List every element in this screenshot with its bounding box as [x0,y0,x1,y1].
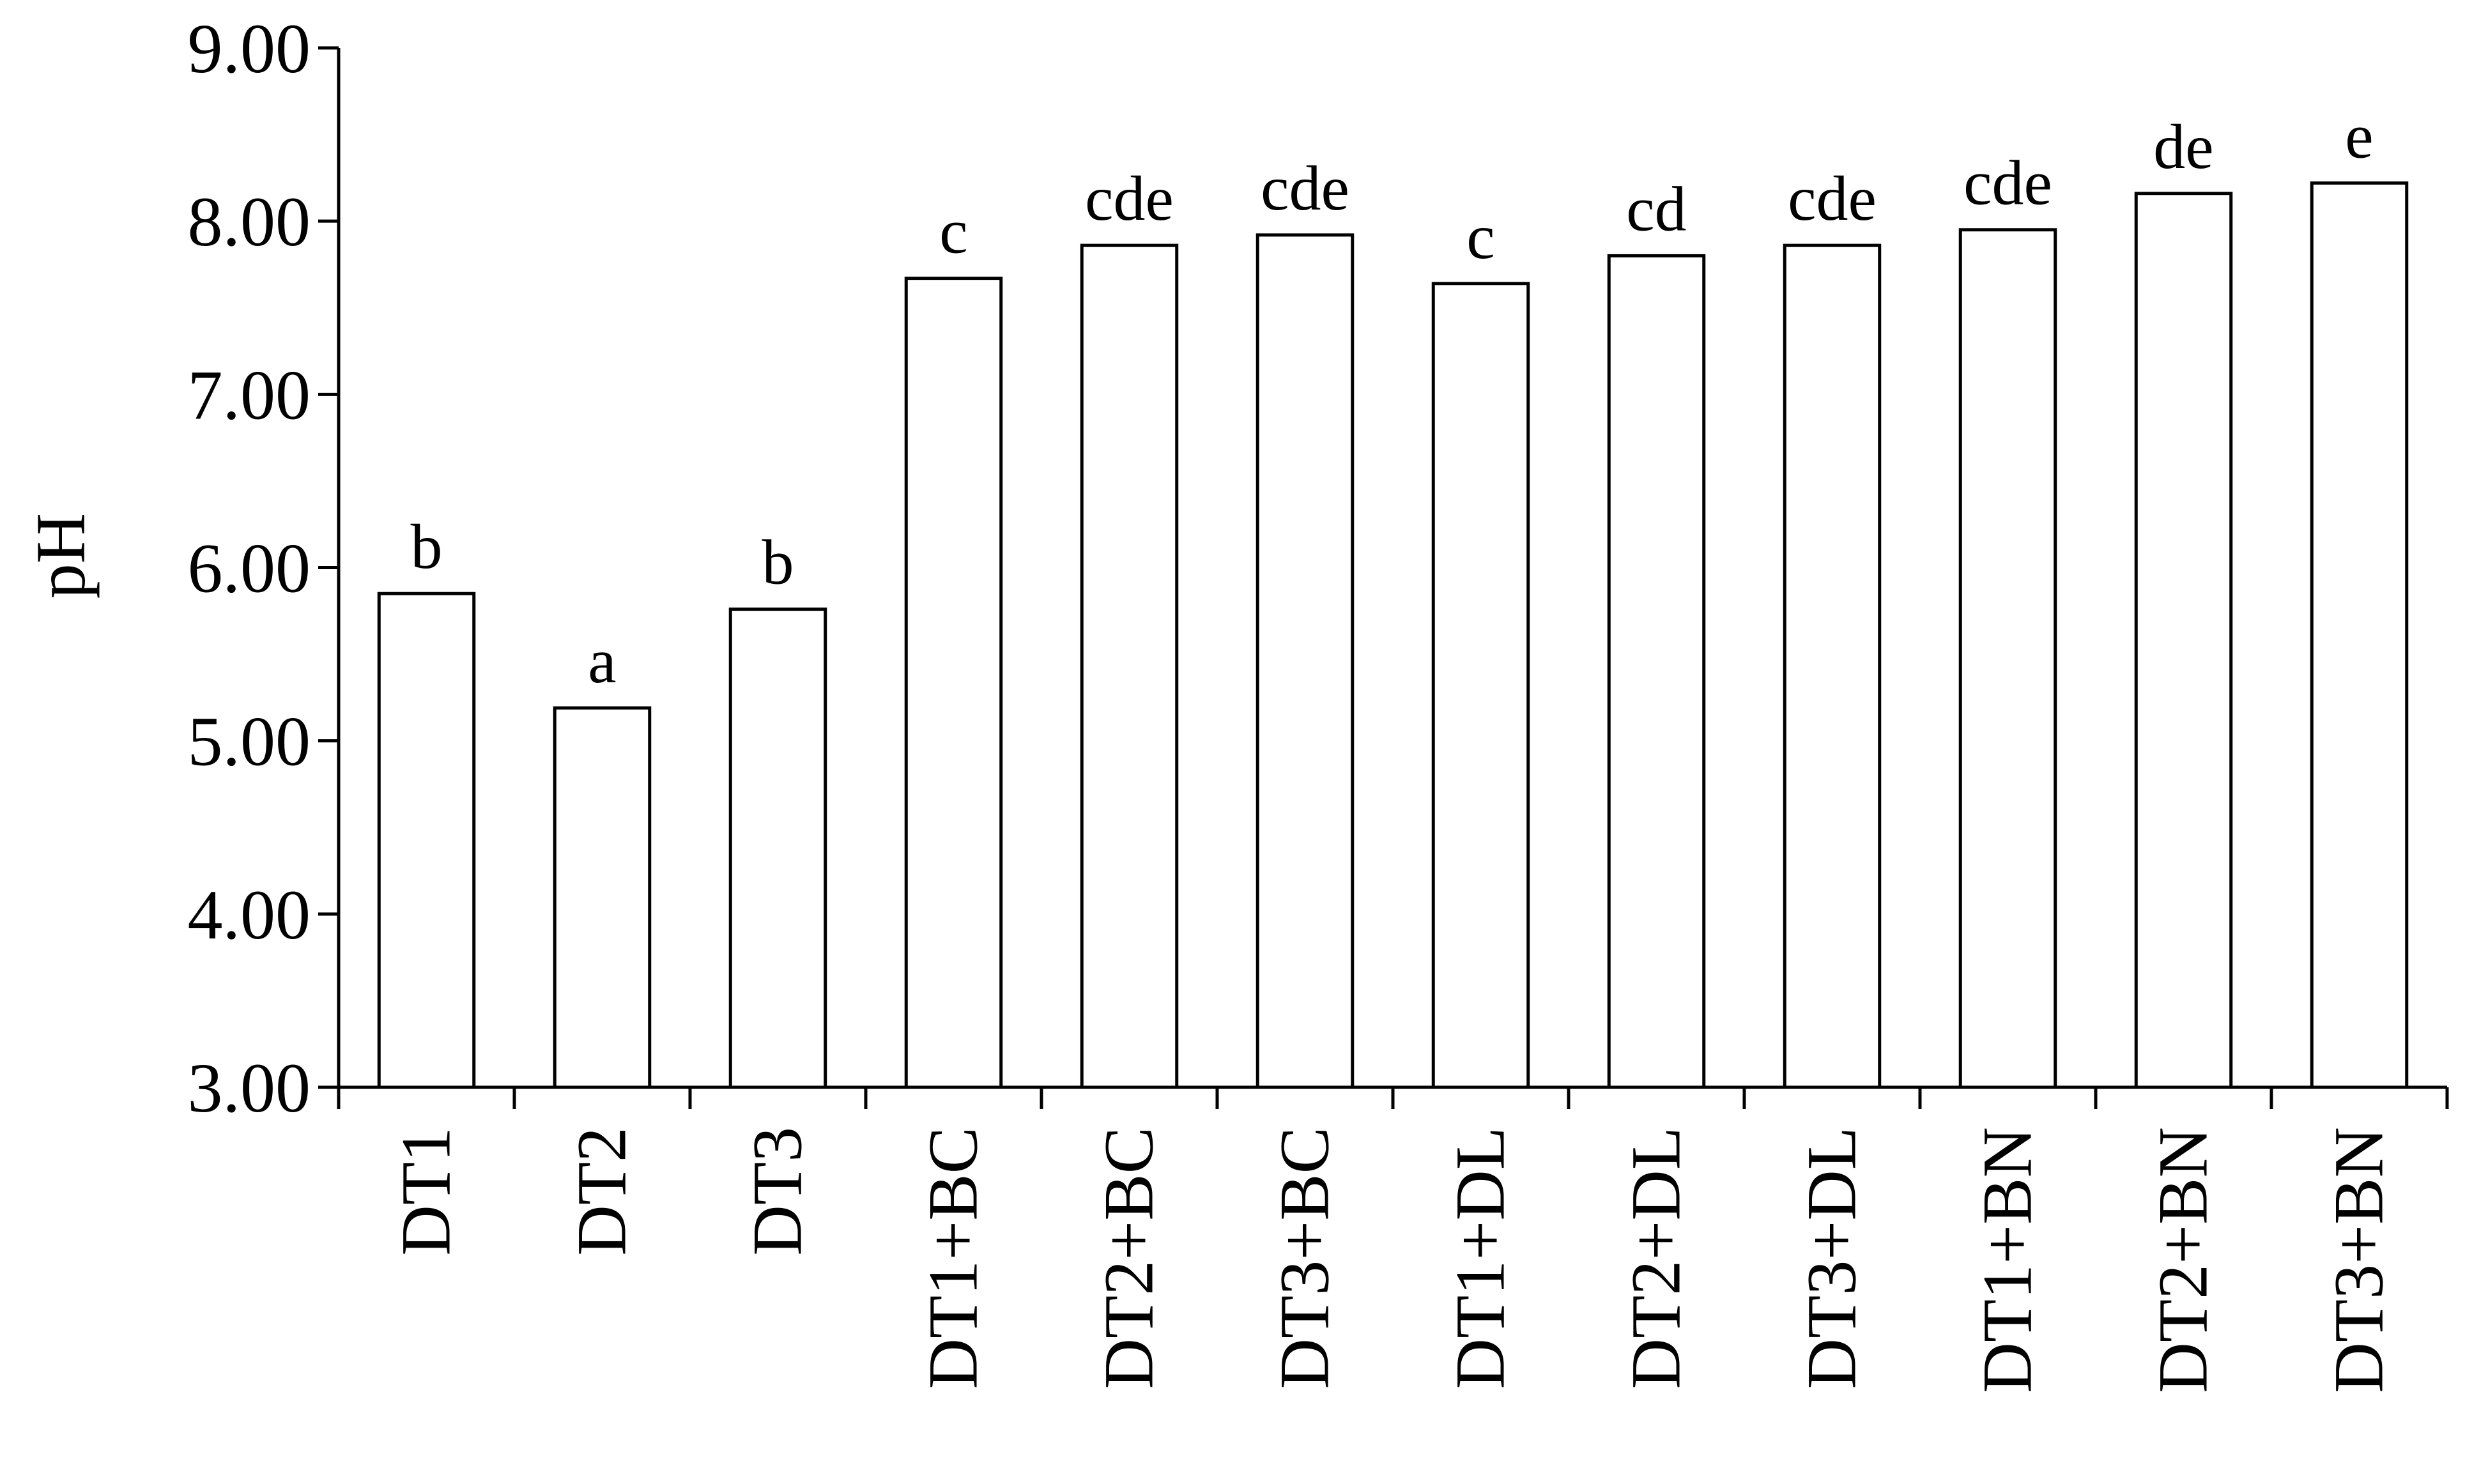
category-label: DT3+DL [1793,1127,1871,1389]
x-axis [337,1085,2449,1109]
significance-letter: c [1466,201,1494,272]
y-axis-label: pH [22,513,100,599]
bar-dt2 [553,706,652,1089]
category-label: DT3 [739,1127,817,1256]
bar-dt1-bc [904,277,1003,1089]
significance-letter: b [762,527,794,598]
significance-letter: cde [1261,153,1349,224]
bar-dt2-bc [1080,243,1179,1089]
significance-letter: b [411,511,443,582]
category-label: DT3+BN [2320,1127,2398,1393]
y-axis: 3.00 4.00 5.00 6.00 7.00 8.00 9.00 [188,10,341,1127]
bar-dt1-dl [1431,282,1530,1089]
y-tick-label: 7.00 [188,356,311,434]
category-label: DT1+BN [1969,1127,2046,1393]
significance-letter: de [2153,111,2213,182]
bars [377,181,2409,1089]
significance-letter: cd [1626,173,1686,244]
bar-dt3-bn [2310,181,2409,1089]
category-label: DT3+BC [1266,1127,1344,1389]
category-label: DT1+BC [914,1127,992,1389]
y-tick-label: 4.00 [188,876,311,954]
bar-dt2-bn [2134,192,2233,1089]
bar-dt1-bn [1958,228,2057,1089]
y-tick-label: 9.00 [188,10,311,88]
bar-dt3-dl [1783,243,1882,1089]
significance-letter: cde [1963,148,2052,218]
significance-letter: a [588,625,616,696]
category-label: DT2+DL [1617,1127,1695,1389]
bar-dt3 [728,608,827,1089]
category-label: DT1+DL [1441,1127,1519,1389]
significance-letter: cde [1085,163,1174,234]
category-label: DT2+BN [2144,1127,2222,1393]
category-label: DT2+BC [1090,1127,1168,1389]
category-label: DT1 [387,1127,465,1256]
y-tick-label: 6.00 [188,530,311,608]
y-tick-label: 3.00 [188,1049,311,1127]
bar-dt3-bc [1256,233,1355,1089]
bar-dt1 [377,592,476,1089]
significance-letters: b a b c cde cde c cd cde cde de e [411,101,2374,697]
significance-letter: cde [1788,163,1877,234]
significance-letter: e [2345,101,2373,172]
y-tick-label: 5.00 [188,703,311,781]
category-label: DT2 [563,1127,641,1256]
bar-dt2-dl [1607,254,1706,1089]
y-tick-label: 8.00 [188,183,311,261]
significance-letter: c [939,196,967,267]
category-labels: DT1 DT2 DT3 DT1+BC DT2+BC DT3+BC DT1+DL DT2+DL D… [387,1127,2398,1393]
